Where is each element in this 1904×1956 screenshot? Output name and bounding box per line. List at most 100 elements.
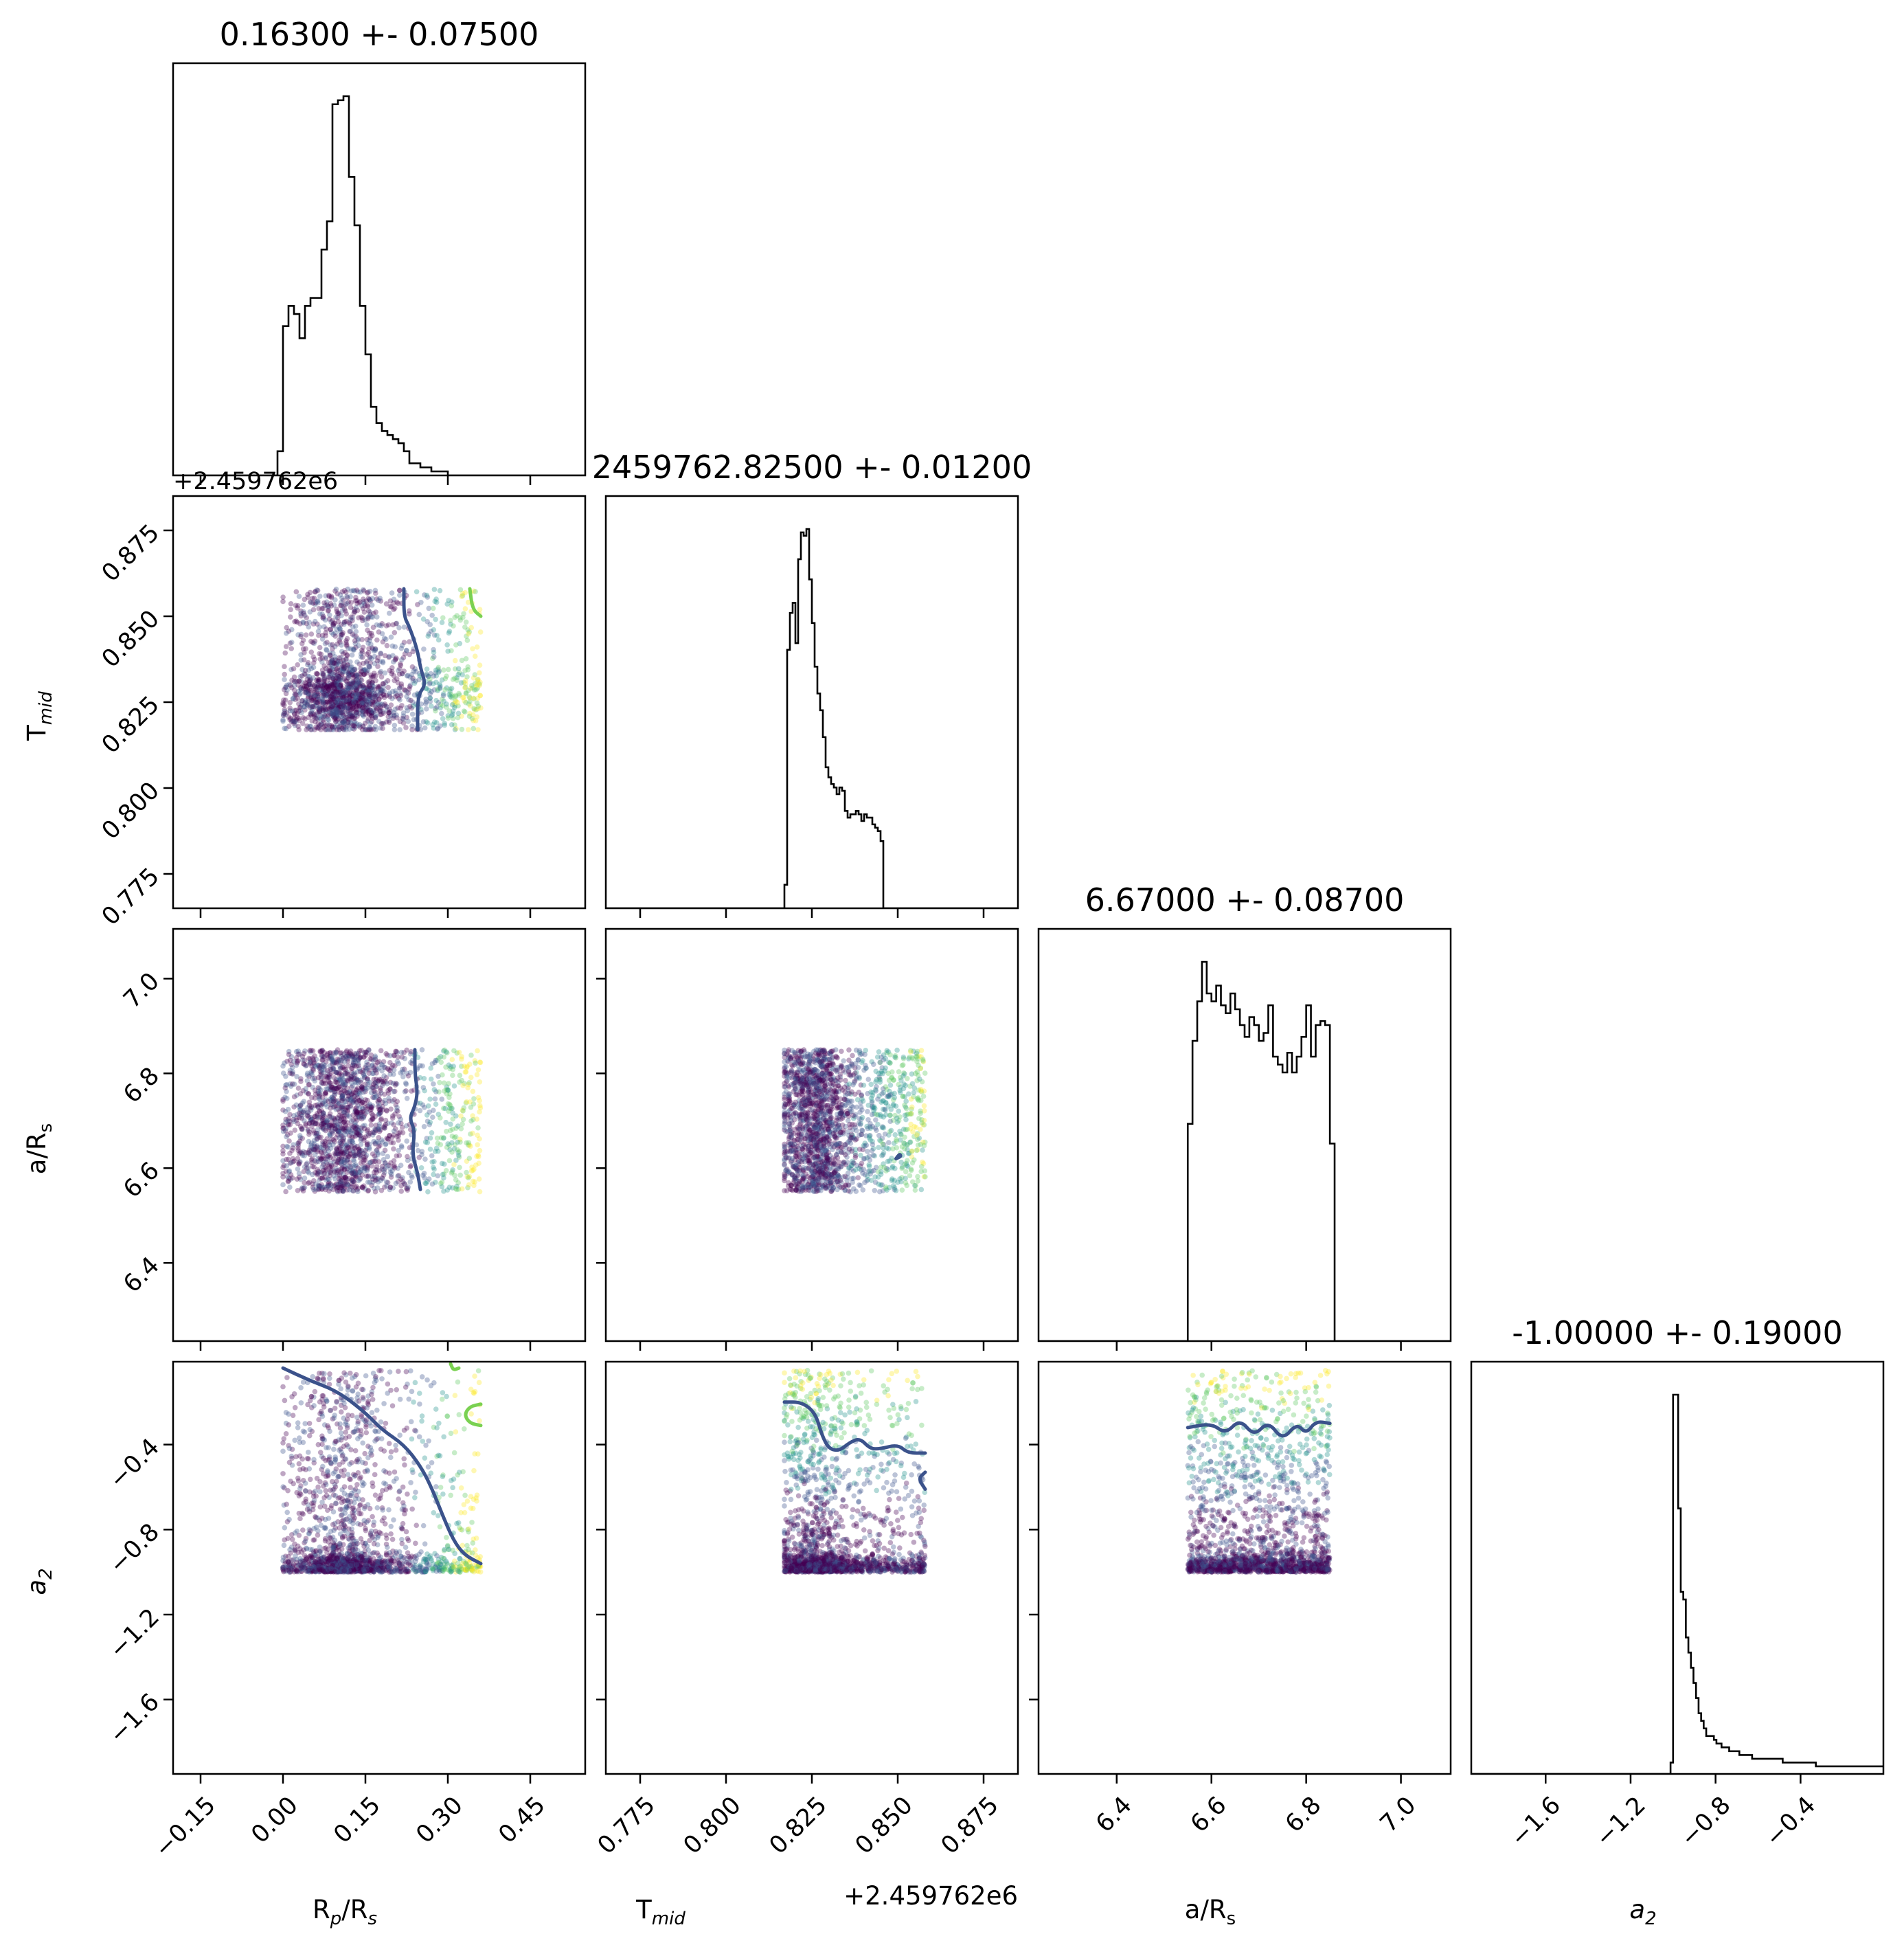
scatter-point bbox=[313, 693, 319, 699]
scatter-point bbox=[367, 664, 373, 670]
histogram-bin-tmid-8 bbox=[806, 529, 809, 908]
scatter-point bbox=[341, 726, 346, 732]
scatter-point bbox=[361, 667, 367, 673]
scatter-point bbox=[387, 1166, 393, 1172]
scatter-point bbox=[293, 691, 298, 697]
scatter-point bbox=[350, 1188, 356, 1193]
scatter-point bbox=[378, 721, 385, 727]
scatter-point bbox=[337, 1160, 343, 1166]
scatter-point bbox=[339, 1104, 344, 1110]
scatter-point bbox=[304, 683, 309, 689]
scatter-point bbox=[348, 719, 353, 725]
scatter-point bbox=[330, 714, 337, 720]
scatter-point bbox=[460, 695, 466, 701]
scatter-point bbox=[321, 1127, 327, 1132]
histogram-bin-a2-35 bbox=[1760, 1759, 1763, 1774]
scatter-point bbox=[475, 1125, 481, 1131]
scatter-point bbox=[333, 675, 339, 681]
scatter-point bbox=[466, 1061, 473, 1067]
histogram-bin-a2-51 bbox=[1800, 1762, 1803, 1774]
scatter-point bbox=[323, 1167, 329, 1173]
scatter-point bbox=[463, 656, 469, 662]
scatter-point bbox=[382, 1147, 388, 1154]
scatter-point bbox=[300, 638, 306, 643]
scatter-point bbox=[289, 1071, 295, 1077]
scatter-point bbox=[371, 1094, 377, 1101]
scatter-point bbox=[348, 600, 354, 605]
scatter-point bbox=[350, 1062, 356, 1068]
scatter-point bbox=[303, 689, 308, 695]
scatter-rprs-ars bbox=[280, 1047, 484, 1195]
scatter-point bbox=[297, 1091, 304, 1097]
scatter-point bbox=[332, 1069, 339, 1075]
scatter-point bbox=[922, 1168, 928, 1173]
scatter-point bbox=[372, 723, 378, 730]
scatter-point bbox=[302, 1048, 308, 1054]
scatter-point bbox=[374, 1083, 379, 1090]
scatter-point bbox=[365, 1162, 371, 1168]
scatter-point bbox=[433, 670, 438, 676]
scatter-point bbox=[429, 1159, 435, 1165]
scatter-point bbox=[433, 708, 438, 714]
scatter-point bbox=[442, 722, 448, 728]
scatter-point bbox=[348, 1073, 354, 1079]
scatter-point bbox=[319, 1156, 324, 1162]
scatter-point bbox=[477, 1103, 483, 1109]
scatter-point bbox=[363, 1086, 369, 1092]
scatter-point bbox=[330, 1187, 336, 1193]
scatter-point bbox=[283, 1082, 288, 1088]
scatter-point bbox=[345, 697, 351, 703]
scatter-point bbox=[427, 622, 433, 627]
scatter-point bbox=[345, 682, 352, 687]
scatter-point bbox=[846, 1047, 852, 1053]
scatter-point bbox=[352, 1169, 359, 1175]
scatter-point bbox=[345, 688, 351, 693]
scatter-point bbox=[452, 657, 458, 664]
histogram-bin-a2-42 bbox=[1778, 1759, 1780, 1774]
scatter-point bbox=[442, 720, 447, 726]
scatter-point bbox=[339, 1158, 345, 1165]
scatter-point bbox=[466, 1140, 472, 1146]
scatter-point bbox=[287, 1184, 293, 1190]
scatter-point bbox=[364, 1166, 370, 1172]
scatter-point bbox=[377, 712, 383, 717]
scatter-point bbox=[374, 622, 380, 628]
scatter-point bbox=[342, 1079, 348, 1086]
scatter-point bbox=[387, 1086, 393, 1092]
scatter-point bbox=[341, 703, 346, 709]
scatter-point bbox=[330, 642, 335, 648]
scatter-point bbox=[410, 699, 416, 705]
scatter-point bbox=[345, 1058, 351, 1064]
scatter-point bbox=[338, 714, 343, 720]
scatter-point bbox=[299, 1110, 304, 1116]
scatter-point bbox=[340, 664, 346, 671]
scatter-point bbox=[315, 1104, 321, 1110]
scatter-point bbox=[326, 683, 332, 688]
scatter-point bbox=[332, 695, 339, 701]
scatter-point bbox=[342, 1070, 348, 1076]
scatter-point bbox=[330, 704, 336, 709]
scatter-point bbox=[362, 697, 367, 703]
scatter-point bbox=[329, 724, 335, 730]
scatter-point bbox=[372, 1158, 378, 1165]
scatter-point bbox=[339, 686, 345, 691]
scatter-point bbox=[329, 1059, 335, 1064]
scatter-point bbox=[339, 695, 345, 701]
scatter-point bbox=[350, 706, 356, 712]
scatter-point bbox=[343, 669, 349, 675]
scatter-point bbox=[348, 588, 354, 594]
scatter-point bbox=[402, 687, 408, 693]
scatter-point bbox=[340, 1096, 346, 1101]
scatter-point bbox=[345, 716, 352, 722]
scatter-point bbox=[350, 1095, 355, 1101]
scatter-point bbox=[311, 682, 317, 688]
scatter-point bbox=[297, 1108, 303, 1113]
scatter-point bbox=[472, 1179, 478, 1184]
scatter-point bbox=[330, 695, 337, 701]
scatter-point bbox=[312, 1095, 318, 1101]
scatter-point bbox=[329, 1084, 335, 1090]
scatter-point bbox=[345, 675, 352, 681]
scatter-point bbox=[328, 1167, 334, 1173]
scatter-point bbox=[370, 674, 376, 680]
scatter-point bbox=[324, 1117, 330, 1123]
